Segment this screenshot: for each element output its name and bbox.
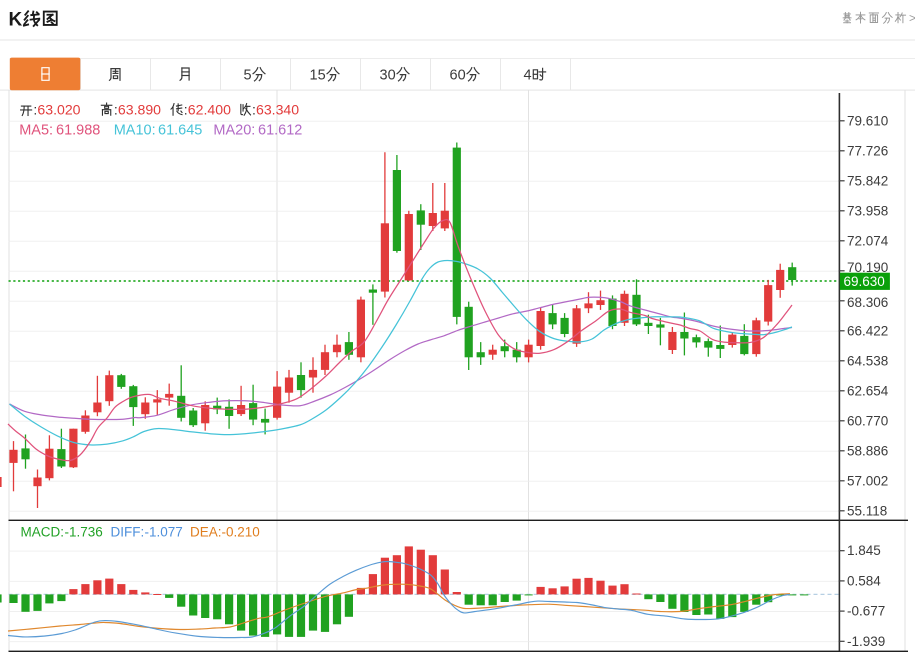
svg-text:57.002: 57.002 — [847, 473, 888, 488]
svg-text:61.645: 61.645 — [158, 123, 202, 139]
svg-text:MACD:: MACD: — [21, 525, 65, 540]
svg-text:-0.210: -0.210 — [222, 525, 260, 540]
svg-text:>: > — [909, 11, 915, 25]
svg-text:58.886: 58.886 — [847, 443, 888, 458]
svg-text:4: 4 — [524, 68, 532, 84]
svg-text:-0.677: -0.677 — [847, 604, 885, 619]
svg-text:-1.736: -1.736 — [65, 525, 103, 540]
svg-text:K: K — [9, 10, 23, 31]
svg-text:66.422: 66.422 — [847, 323, 888, 338]
svg-text:-1.939: -1.939 — [847, 634, 885, 649]
svg-text::: : — [184, 102, 188, 118]
svg-text:MA5:: MA5: — [19, 123, 53, 139]
svg-text:1.845: 1.845 — [847, 543, 881, 558]
svg-text:60: 60 — [450, 68, 466, 84]
svg-text:63.020: 63.020 — [37, 102, 80, 118]
svg-text:60.770: 60.770 — [847, 413, 888, 428]
svg-text::: : — [252, 102, 256, 118]
svg-text:77.726: 77.726 — [847, 143, 888, 158]
svg-text:63.890: 63.890 — [118, 102, 161, 118]
svg-text:79.610: 79.610 — [847, 113, 888, 128]
svg-text:64.538: 64.538 — [847, 353, 888, 368]
svg-text:MA20:: MA20: — [213, 123, 255, 139]
svg-text:30: 30 — [380, 68, 396, 84]
svg-text:MA10:: MA10: — [114, 123, 156, 139]
svg-text:72.074: 72.074 — [847, 233, 889, 248]
svg-text:0.584: 0.584 — [847, 573, 881, 588]
svg-text:62.654: 62.654 — [847, 383, 889, 398]
svg-text:69.630: 69.630 — [844, 274, 885, 289]
svg-text:5: 5 — [244, 68, 252, 84]
svg-text:61.612: 61.612 — [258, 123, 302, 139]
svg-text:73.958: 73.958 — [847, 203, 888, 218]
svg-text:55.118: 55.118 — [847, 503, 887, 518]
svg-text:DEA:: DEA: — [190, 525, 222, 540]
svg-text:-1.077: -1.077 — [145, 525, 183, 540]
svg-text:62.400: 62.400 — [188, 102, 231, 118]
svg-text:63.340: 63.340 — [256, 102, 299, 118]
svg-text:61.988: 61.988 — [56, 123, 100, 139]
svg-text:75.842: 75.842 — [847, 173, 888, 188]
svg-text:68.306: 68.306 — [847, 295, 888, 310]
svg-text::: : — [33, 102, 37, 118]
svg-text:70.190: 70.190 — [847, 260, 888, 275]
svg-text::: : — [114, 102, 118, 118]
svg-text:DIFF:: DIFF: — [111, 525, 145, 540]
svg-text:15: 15 — [310, 68, 326, 84]
